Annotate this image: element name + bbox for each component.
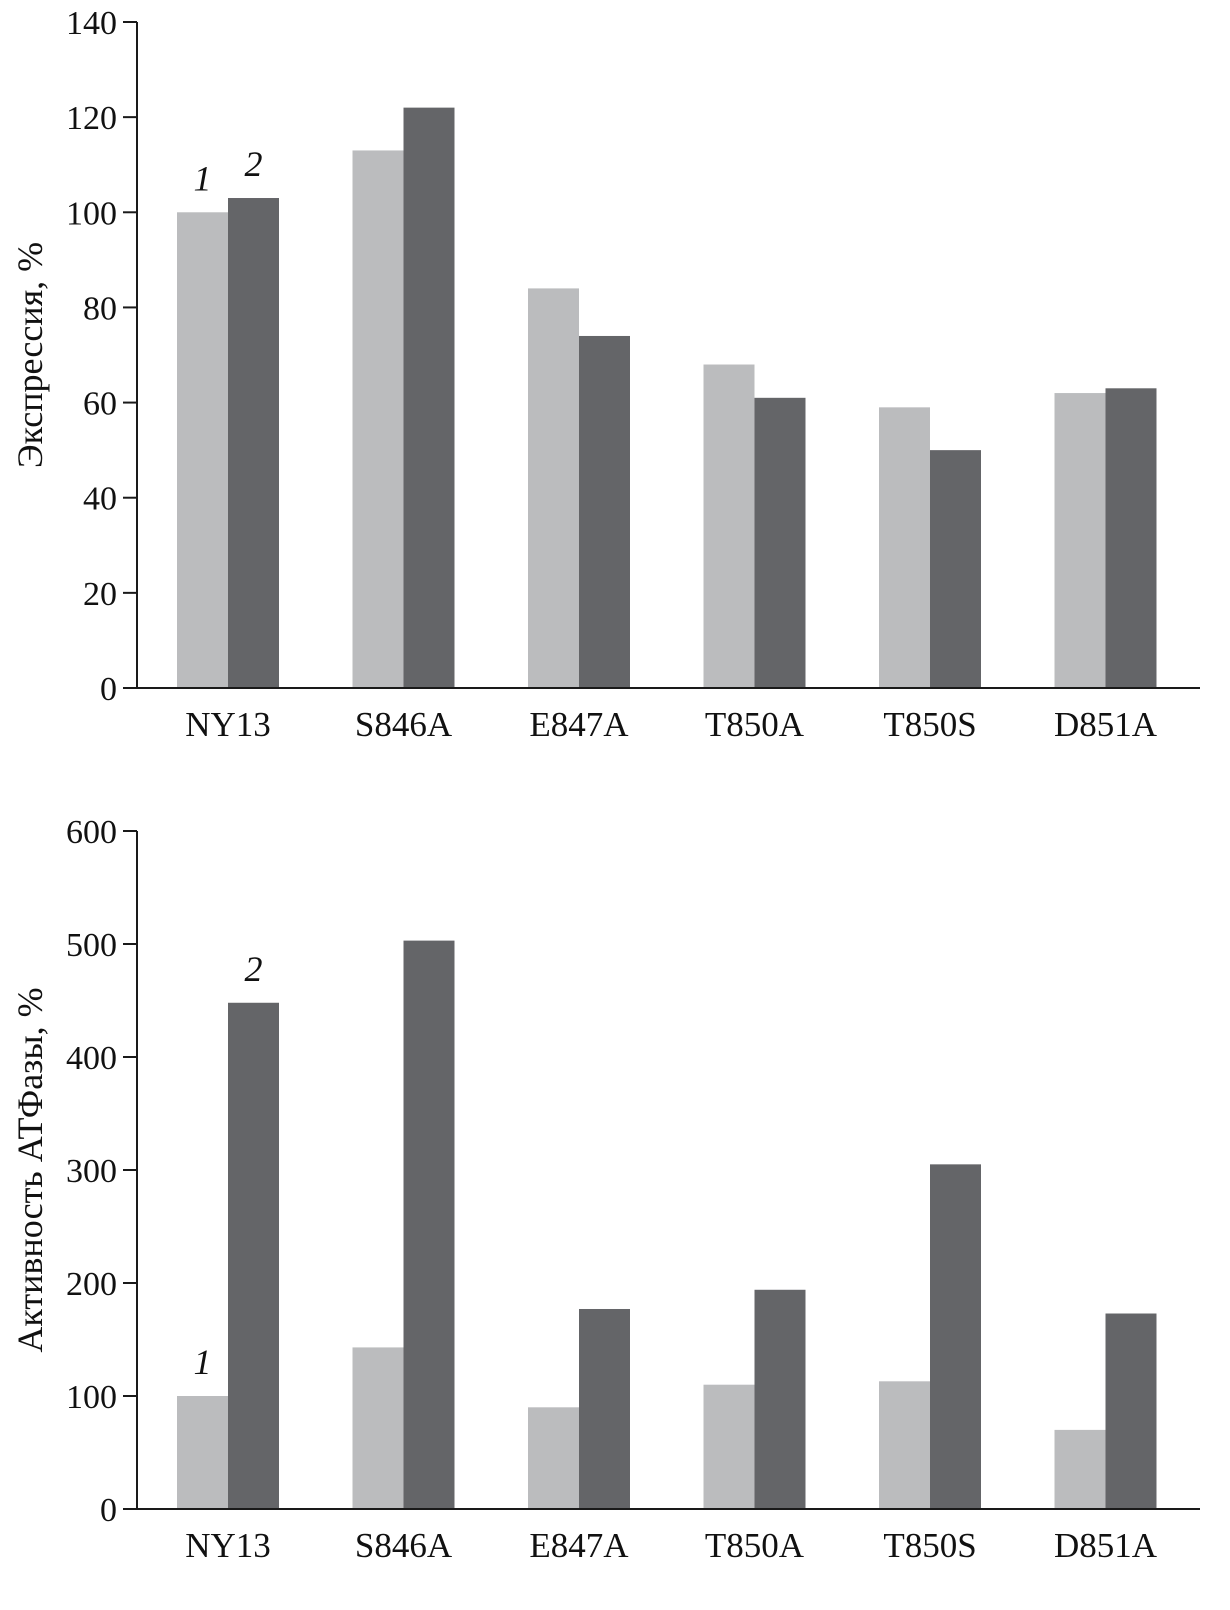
y-tick-label: 60 <box>83 386 117 423</box>
bar-series-2-t850s <box>930 1164 981 1509</box>
x-category-label: NY13 <box>185 705 271 744</box>
series-marker-2: 2 <box>245 144 263 184</box>
chart-atpase-activity: 0 100 200 300 400 500 600 NY13 S846A E847A T850A T8… <box>10 814 1200 1565</box>
bar-series-2-s846a <box>403 940 455 1509</box>
bar-series-2-ny13 <box>228 1002 279 1509</box>
bar-series-2-d851a <box>1105 388 1157 688</box>
y-axis-title: Экспрессия, % <box>10 242 50 468</box>
bar-series-1-ny13 <box>177 1396 228 1509</box>
x-category-label: E847A <box>529 705 629 744</box>
bar-series-2-t850a <box>754 1289 806 1509</box>
bar-series-1-d851a <box>1054 1429 1106 1509</box>
x-category-label: T850S <box>883 705 976 744</box>
bar-series-1-t850s <box>879 407 930 688</box>
bar-series-1-e847a <box>528 288 579 688</box>
bar-series-2-e847a <box>579 1308 630 1509</box>
y-tick-label: 20 <box>83 576 117 613</box>
y-tick-label: 120 <box>66 100 117 137</box>
x-category-label: T850A <box>705 1526 805 1565</box>
x-category-label: E847A <box>529 1526 629 1565</box>
y-tick-label: 400 <box>66 1040 117 1077</box>
series-marker-1: 1 <box>194 1342 212 1382</box>
bar-series-2-s846a <box>403 107 455 689</box>
y-tick-label: 100 <box>66 195 117 232</box>
y-tick-label: 500 <box>66 927 117 964</box>
bar-series-2-d851a <box>1105 1313 1157 1509</box>
bar-series-1-s846a <box>352 150 404 688</box>
y-tick-label: 200 <box>66 1266 117 1303</box>
x-category-label: NY13 <box>185 1526 271 1565</box>
y-tick-label: 0 <box>100 1492 117 1529</box>
bar-series-2-ny13 <box>228 198 279 688</box>
bar-series-2-t850a <box>754 397 806 688</box>
bar-series-2-e847a <box>579 335 630 688</box>
y-tick-label: 0 <box>100 671 117 708</box>
bar-series-1-t850s <box>879 1381 930 1509</box>
x-category-label: D851A <box>1054 705 1158 744</box>
y-tick-label: 140 <box>66 5 117 42</box>
bar-series-1-e847a <box>528 1407 579 1509</box>
x-category-label: D851A <box>1054 1526 1158 1565</box>
series-marker-2: 2 <box>245 949 263 989</box>
bar-series-1-s846a <box>352 1347 404 1509</box>
y-tick-label: 40 <box>83 481 117 518</box>
y-tick-label: 100 <box>66 1379 117 1416</box>
bar-series-1-t850a <box>703 1384 755 1509</box>
bar-series-1-ny13 <box>177 212 228 689</box>
y-tick-label: 80 <box>83 290 117 327</box>
bar-series-1-t850a <box>703 364 755 688</box>
x-category-label: T850S <box>883 1526 976 1565</box>
y-tick-label: 600 <box>66 814 117 851</box>
x-category-label: S846A <box>355 1526 453 1565</box>
y-axis-title: Активность АТФазы, % <box>10 987 50 1352</box>
y-tick-label: 300 <box>66 1153 117 1190</box>
series-marker-1: 1 <box>194 158 212 198</box>
x-category-label: S846A <box>355 705 453 744</box>
x-category-label: T850A <box>705 705 805 744</box>
chart-expression: 0 20 40 60 80 100 120 140 NY13 S846A E847A T850A T85… <box>10 5 1200 744</box>
bar-series-1-d851a <box>1054 393 1106 688</box>
bar-series-2-t850s <box>930 450 981 688</box>
